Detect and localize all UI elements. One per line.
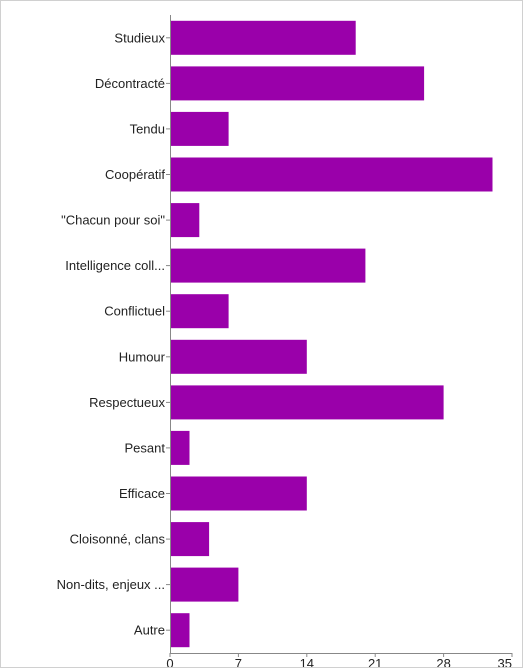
bar-3[interactable] [171, 157, 493, 192]
category-label-5: Intelligence coll... [65, 258, 165, 273]
x-tick-label-4: 28 [436, 656, 450, 667]
category-label-1: Décontracté [95, 76, 165, 91]
category-label-8: Respectueux [89, 395, 165, 410]
bar-5[interactable] [171, 248, 366, 283]
bar-10[interactable] [171, 476, 307, 511]
bar-7[interactable] [171, 339, 307, 374]
category-label-3: Coopératif [105, 167, 165, 182]
bar-4[interactable] [171, 203, 200, 238]
bar-1[interactable] [171, 66, 425, 101]
category-label-2: Tendu [130, 121, 165, 136]
bar-12[interactable] [171, 567, 239, 602]
category-label-4: "Chacun pour soi" [61, 213, 165, 228]
category-label-11: Cloisonné, clans [70, 532, 166, 547]
bar-8[interactable] [171, 385, 444, 420]
category-label-9: Pesant [125, 440, 166, 455]
x-tick-label-3: 21 [368, 656, 382, 667]
category-label-6: Conflictuel [104, 304, 165, 319]
x-tick-label-0: 0 [166, 656, 173, 667]
bar-13[interactable] [171, 613, 190, 648]
x-tick-label-5: 35 [498, 656, 512, 667]
category-label-12: Non-dits, enjeux ... [57, 577, 165, 592]
category-label-0: Studieux [114, 30, 165, 45]
category-label-10: Efficace [119, 486, 165, 501]
category-label-13: Autre [134, 623, 165, 638]
bar-9[interactable] [171, 430, 190, 465]
bar-0[interactable] [171, 20, 356, 55]
x-tick-label-2: 14 [300, 656, 314, 667]
bar-2[interactable] [171, 111, 229, 146]
bar-6[interactable] [171, 294, 229, 329]
category-label-7: Humour [119, 349, 166, 364]
bar-11[interactable] [171, 522, 210, 557]
x-tick-label-1: 7 [235, 656, 242, 667]
